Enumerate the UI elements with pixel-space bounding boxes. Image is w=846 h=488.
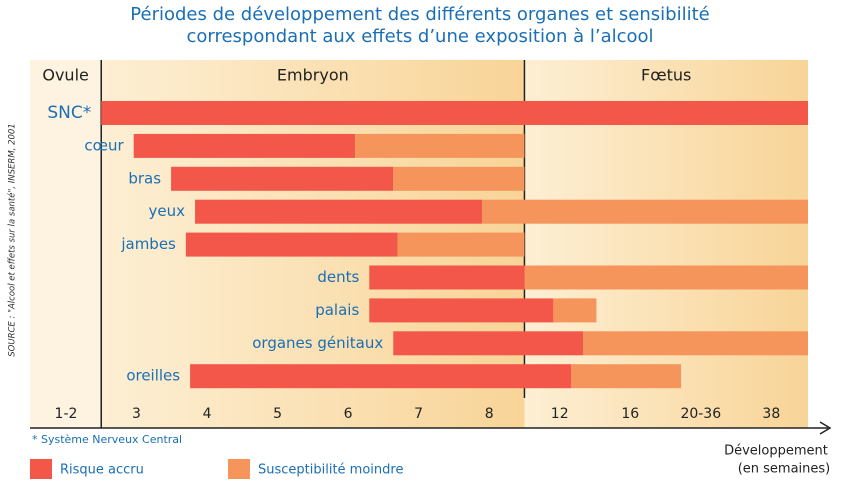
x-axis-arrow (819, 421, 832, 435)
x-tick-label: 12 (551, 406, 569, 422)
susceptibility-bar (524, 265, 808, 290)
risk-bar (185, 232, 398, 257)
x-tick-label: 8 (485, 406, 494, 422)
x-tick-label: 7 (414, 406, 423, 422)
period-label: Embryon (277, 66, 349, 85)
legend-swatch (30, 459, 52, 479)
chart-subtitle: correspondant aux effets d’une expositio… (186, 26, 653, 47)
risk-bar (393, 331, 583, 356)
susceptibility-bar (571, 364, 682, 389)
footnote: * Système Nerveux Central (32, 433, 182, 446)
risk-bar (369, 265, 525, 290)
chart-title: Périodes de développement des différents… (130, 4, 709, 25)
susceptibility-bar (553, 298, 597, 323)
x-tick-label: 6 (344, 406, 353, 422)
risk-bar (133, 133, 356, 158)
period-region (30, 60, 102, 428)
row-label: organes génitaux (252, 334, 383, 352)
susceptibility-bar (397, 232, 525, 257)
period-label: Fœtus (641, 66, 691, 85)
x-tick-label: 4 (203, 406, 212, 422)
x-tick-label: 3 (132, 406, 141, 422)
risk-bar (195, 199, 483, 224)
row-label: SNC* (47, 103, 91, 123)
source: SOURCE : "Alcool et effets sur la santé"… (7, 123, 18, 356)
susceptibility-bar (482, 199, 808, 224)
susceptibility-bar (355, 133, 525, 158)
row-label: jambes (120, 235, 176, 253)
period-label: Ovule (42, 66, 89, 85)
susceptibility-bar (582, 331, 808, 356)
legend-swatch (228, 459, 250, 479)
row-label: dents (317, 268, 359, 286)
susceptibility-bar (393, 166, 525, 191)
legend-label: Risque accru (60, 463, 144, 478)
row-label: yeux (149, 202, 186, 220)
x-axis-label: (en semaines) (738, 462, 831, 477)
row-label: palais (315, 301, 359, 319)
x-tick-label: 5 (273, 406, 282, 422)
x-axis-label: Développement (724, 444, 828, 459)
risk-bar (190, 364, 572, 389)
risk-bar (171, 166, 394, 191)
risk-bar (101, 101, 809, 125)
x-tick-label: 16 (621, 406, 639, 422)
risk-bar (369, 298, 554, 323)
row-label: cœur (84, 136, 124, 154)
x-tick-label: 38 (762, 406, 780, 422)
x-tick-label: 20-36 (680, 406, 721, 422)
x-tick-label: 1-2 (55, 406, 78, 422)
row-label: oreilles (126, 367, 180, 385)
row-label: bras (128, 169, 161, 187)
legend-label: Susceptibilité moindre (258, 463, 403, 478)
